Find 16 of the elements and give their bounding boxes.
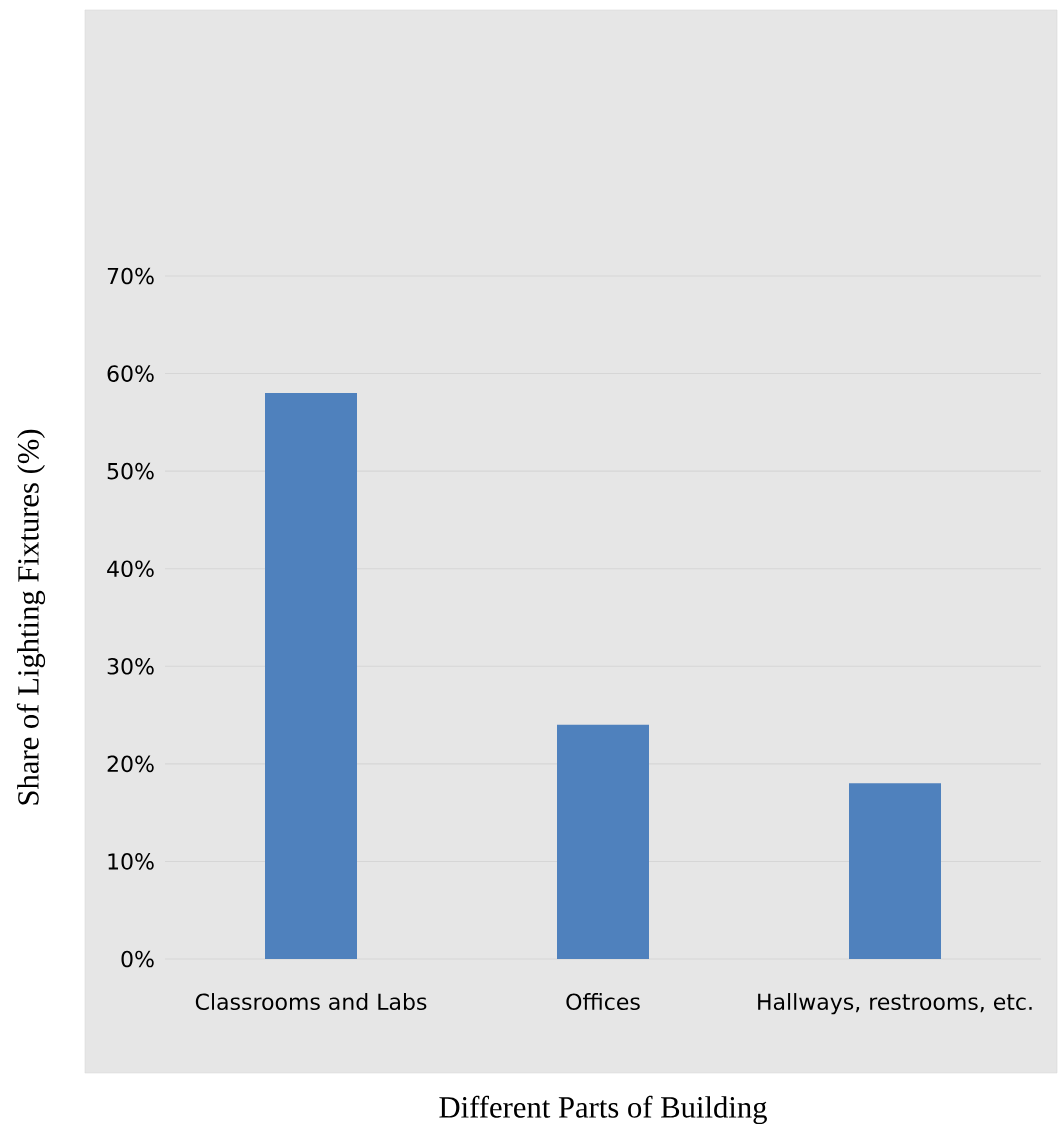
y-tick-label: 60% xyxy=(107,365,154,382)
y-tick-label: 10% xyxy=(108,853,154,870)
y-axis-title: Share of Lighting Fixtures (%) xyxy=(16,429,46,805)
x-tick-label: Hallways, restrooms, etc. xyxy=(758,993,1032,1015)
y-tick-label: 20% xyxy=(107,755,154,773)
y-tick-label: 70% xyxy=(107,267,154,285)
y-tick-label: 30% xyxy=(107,657,154,675)
x-tick-label: Classrooms and Labs xyxy=(195,993,427,1011)
y-tick-label: 50% xyxy=(107,462,154,480)
y-tick-label: 40% xyxy=(107,560,154,578)
y-tick-label: 0% xyxy=(121,950,154,968)
bar xyxy=(265,393,357,959)
x-tick-label: Offices xyxy=(566,993,640,1011)
bar xyxy=(849,783,942,959)
bar xyxy=(557,724,649,959)
x-axis-title: Different Parts of Building xyxy=(439,1095,767,1125)
